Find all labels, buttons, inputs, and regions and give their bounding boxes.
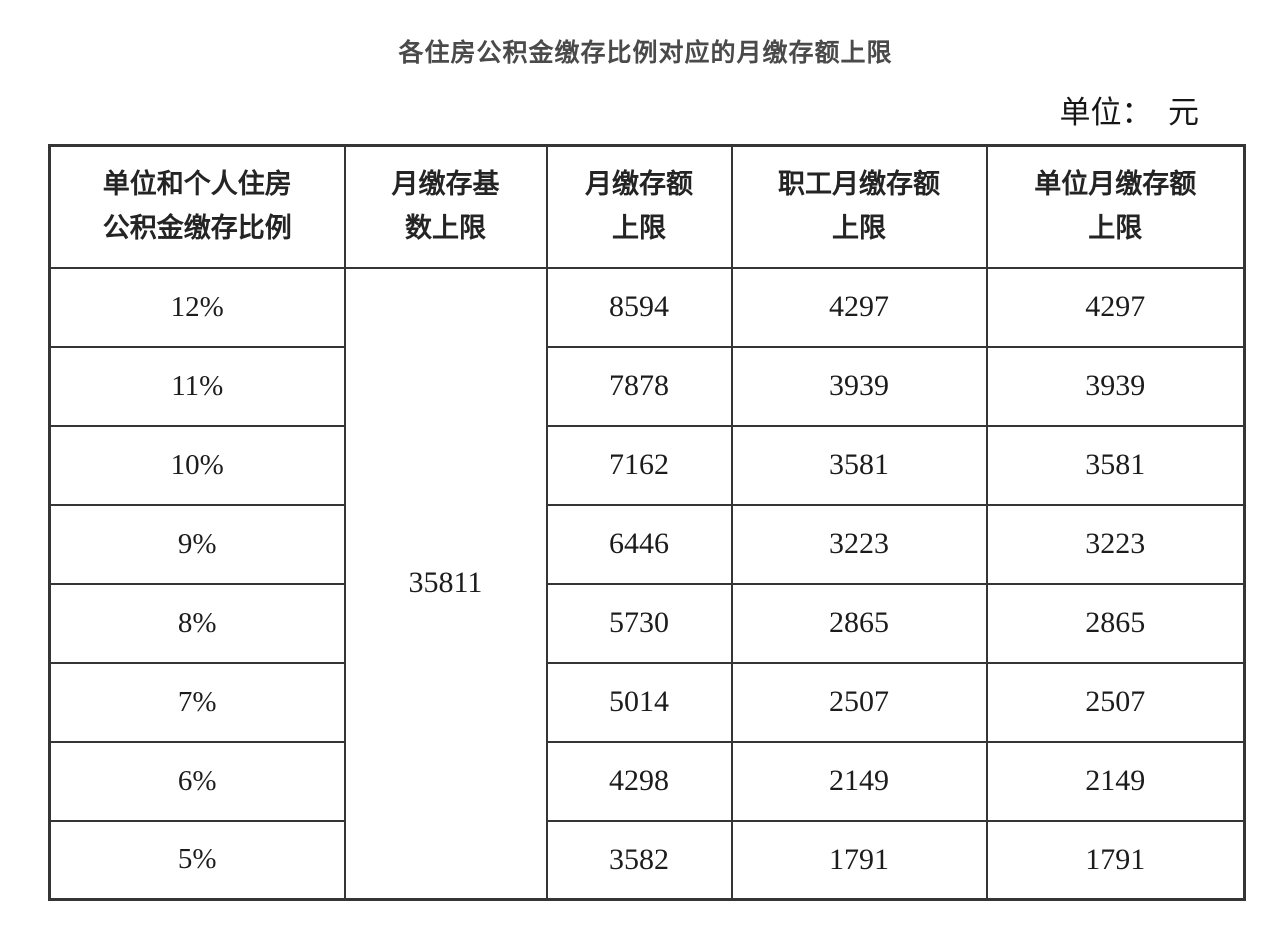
cell-employee-cap: 3223 [730,503,988,585]
cell-monthly-cap: 7878 [545,345,733,427]
cell-employer-cap: 2507 [985,661,1246,743]
cell-employer-cap: 3939 [985,345,1246,427]
table-row: 8% 5730 2865 2865 [48,582,1246,664]
cell-employee-cap: 3939 [730,345,988,427]
cell-employer-cap: 3581 [985,424,1246,506]
table-row: 12% 35811 8594 4297 4297 [48,266,1246,901]
cell-employer-cap: 2865 [985,582,1246,664]
document-page: 各住房公积金缴存比例对应的月缴存额上限 单位： 元 单位和个人住房 公积金缴存比… [48,39,1246,901]
cell-monthly-cap: 8594 [545,266,733,348]
cell-ratio: 12% [48,266,346,348]
cell-monthly-cap: 5730 [545,582,733,664]
col-header-base-cap: 月缴存基 数上限 [343,144,548,269]
cell-employer-cap: 1791 [985,819,1246,901]
page-title: 各住房公积金缴存比例对应的月缴存额上限 [398,39,893,67]
table-row: 6% 4298 2149 2149 [48,740,1246,822]
cell-ratio: 9% [48,503,346,585]
cell-monthly-cap: 7162 [545,424,733,506]
cell-employee-cap: 2149 [730,740,988,822]
table-row: 10% 7162 3581 3581 [48,424,1246,506]
cell-employee-cap: 3581 [730,424,988,506]
unit-label: 单位： 元 [1059,95,1200,130]
table-row: 9% 6446 3223 3223 [48,503,1246,585]
cell-ratio: 5% [48,819,346,901]
table-row: 5% 3582 1791 1791 [48,819,1246,901]
cell-employee-cap: 4297 [730,266,988,348]
contribution-limit-table: 单位和个人住房 公积金缴存比例 月缴存基 数上限 月缴存额 上限 职工月缴存额 … [48,144,1246,901]
header-row: 单位和个人住房 公积金缴存比例 月缴存基 数上限 月缴存额 上限 职工月缴存额 … [48,144,1246,269]
cell-ratio: 6% [48,740,346,822]
cell-employer-cap: 3223 [985,503,1246,585]
cell-monthly-cap: 4298 [545,740,733,822]
cell-base-cap-merged: 35811 [343,266,548,901]
cell-employee-cap: 2865 [730,582,988,664]
cell-monthly-cap: 6446 [545,503,733,585]
table-row: 11% 7878 3939 3939 [48,345,1246,427]
cell-employer-cap: 2149 [985,740,1246,822]
cell-ratio: 7% [48,661,346,743]
cell-ratio: 10% [48,424,346,506]
col-header-monthly-cap: 月缴存额 上限 [545,144,733,269]
col-header-employer-cap: 单位月缴存额 上限 [985,144,1246,269]
cell-monthly-cap: 3582 [545,819,733,901]
cell-monthly-cap: 5014 [545,661,733,743]
cell-employer-cap: 4297 [985,266,1246,348]
table-row: 7% 5014 2507 2507 [48,661,1246,743]
cell-ratio: 8% [48,582,346,664]
cell-employee-cap: 1791 [730,819,988,901]
cell-employee-cap: 2507 [730,661,988,743]
cell-ratio: 11% [48,345,346,427]
col-header-employee-cap: 职工月缴存额 上限 [730,144,988,269]
col-header-ratio: 单位和个人住房 公积金缴存比例 [48,144,346,269]
